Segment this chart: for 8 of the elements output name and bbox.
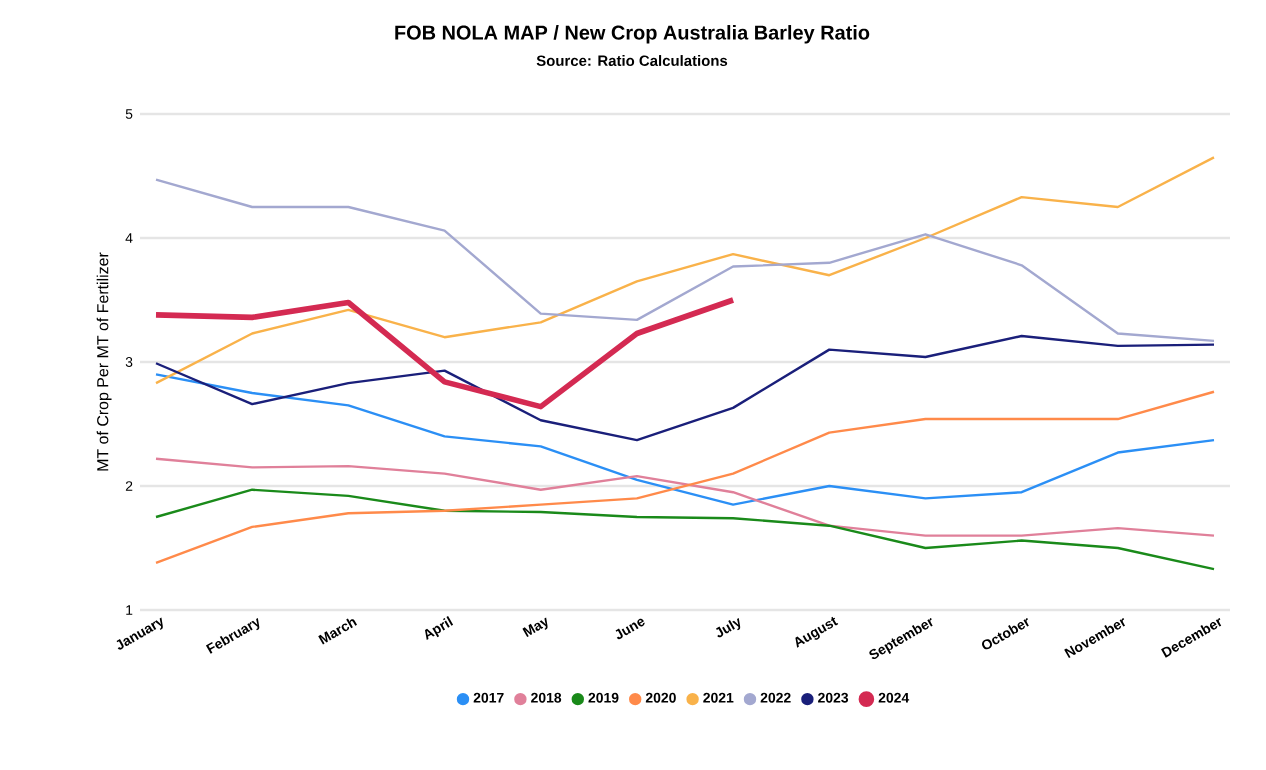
- line-series: [154, 334, 1216, 442]
- line-series: [153, 297, 736, 410]
- line-series: [154, 156, 1216, 385]
- line-series: [154, 373, 1216, 506]
- line-series: [154, 457, 1216, 537]
- chart-title: FOB NOLA MAP / New Crop Australia Barley Ratio: [395, 25, 870, 44]
- line-series: [154, 488, 1216, 571]
- line-series: [154, 178, 1216, 343]
